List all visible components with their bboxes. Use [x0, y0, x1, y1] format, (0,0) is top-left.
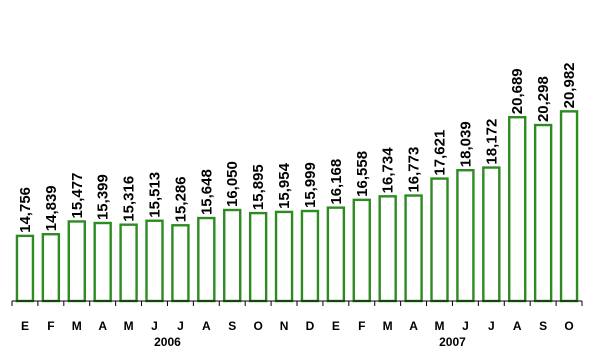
- bar-10: [274, 210, 294, 303]
- data-label-16: 17,621: [432, 130, 449, 176]
- data-label-14: 16,734: [380, 147, 397, 194]
- data-label-12: 16,168: [328, 159, 345, 205]
- bar-4: [119, 223, 138, 303]
- bar-19: [508, 116, 527, 303]
- year-label-0: 2006: [154, 335, 181, 349]
- tick-label-18: J: [488, 319, 495, 333]
- data-label-7: 15,648: [198, 169, 215, 215]
- bar-6: [171, 224, 190, 303]
- tick-label-1: F: [47, 319, 54, 333]
- data-label-10: 15,954: [276, 162, 293, 209]
- bar-16: [430, 177, 449, 303]
- bar-11: [300, 209, 320, 303]
- data-label-11: 15,999: [302, 162, 319, 208]
- tick-label-12: E: [332, 319, 340, 333]
- tick-label-21: O: [564, 319, 573, 333]
- data-label-3: 15,399: [95, 174, 112, 220]
- bar-20: [533, 123, 553, 303]
- data-label-4: 15,316: [121, 176, 138, 222]
- year-label-1: 2007: [439, 335, 466, 349]
- tick-label-7: A: [202, 319, 211, 333]
- bar-5: [145, 219, 164, 303]
- bar-8: [223, 208, 242, 303]
- tick-label-0: E: [21, 319, 29, 333]
- tick-label-15: A: [409, 319, 418, 333]
- tick-label-5: J: [151, 319, 158, 333]
- data-label-5: 15,513: [147, 172, 164, 218]
- data-label-15: 16,773: [406, 147, 423, 193]
- data-label-9: 15,895: [250, 164, 267, 210]
- tick-label-11: D: [306, 319, 315, 333]
- x-axis-ticks-group: [11, 301, 583, 306]
- data-label-0: 14,756: [17, 187, 34, 233]
- bar-17: [456, 169, 475, 303]
- tick-label-17: J: [462, 319, 469, 333]
- tick-label-19: A: [513, 319, 522, 333]
- tick-label-6: J: [177, 319, 184, 333]
- data-label-21: 20,982: [561, 62, 578, 108]
- tick-label-13: F: [358, 319, 365, 333]
- bar-18: [482, 166, 501, 303]
- tick-label-14: M: [383, 319, 393, 333]
- tick-label-8: S: [228, 319, 236, 333]
- data-label-13: 16,558: [354, 151, 371, 197]
- bar-15: [404, 194, 423, 303]
- data-label-2: 15,477: [69, 173, 86, 219]
- data-labels-group: 14,756 14,839 15,477 15,399 15,316 15,513 15,2…: [17, 62, 578, 232]
- year-labels-group: 2006 2007: [154, 335, 466, 349]
- tick-label-20: S: [539, 319, 547, 333]
- data-label-20: 20,298: [535, 76, 552, 122]
- data-label-8: 16,050: [224, 161, 241, 207]
- data-label-17: 18,039: [457, 121, 474, 167]
- bar-0: [15, 234, 35, 303]
- data-label-1: 14,839: [43, 185, 60, 231]
- bar-2: [67, 220, 86, 303]
- data-label-18: 18,172: [483, 119, 500, 165]
- bar-13: [352, 198, 371, 303]
- bar-12: [326, 206, 346, 303]
- data-label-19: 20,689: [509, 68, 526, 114]
- tick-label-9: O: [253, 319, 262, 333]
- bar-14: [378, 195, 397, 303]
- bar-21: [559, 110, 579, 303]
- tick-label-10: N: [280, 319, 289, 333]
- data-label-6: 15,286: [172, 176, 189, 222]
- bar-9: [248, 211, 268, 303]
- tick-label-4: M: [124, 319, 134, 333]
- bar-1: [41, 233, 61, 303]
- tick-label-16: M: [435, 319, 445, 333]
- bar-3: [93, 221, 112, 303]
- tick-label-2: M: [72, 319, 82, 333]
- bar-7: [197, 216, 216, 303]
- tick-label-3: A: [98, 319, 107, 333]
